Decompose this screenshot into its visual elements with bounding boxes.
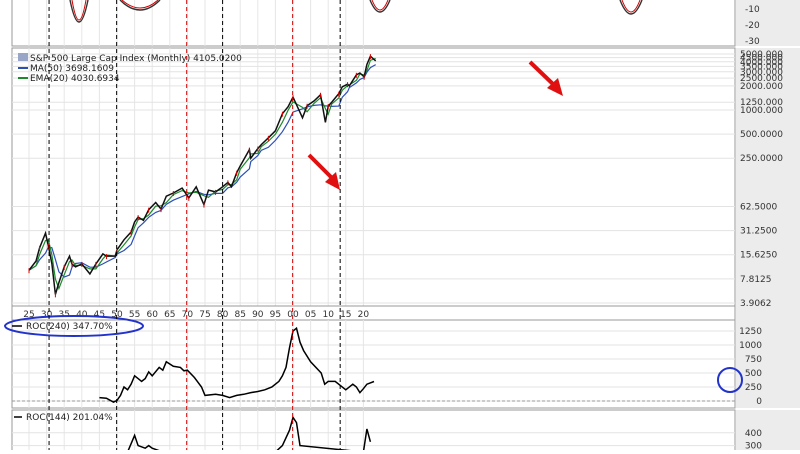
roc240-ytick-label: 1250 bbox=[739, 327, 762, 337]
x-tick-label: 90 bbox=[252, 310, 264, 320]
roc240-series bbox=[99, 326, 375, 403]
roc240-current-circle bbox=[717, 367, 743, 393]
roc144-ytick-label: 400 bbox=[745, 429, 762, 439]
roc240-ytick-label: 0 bbox=[756, 397, 762, 407]
price-ytick-label: 5000.000 bbox=[740, 50, 783, 60]
price-yticks: 3.9062 7.8125 15.6250 31.2500 62.5000 250.000… bbox=[740, 50, 783, 309]
top-oscillator-panel: -10 -20 -30 bbox=[11, 0, 800, 47]
x-tick-label: 35 bbox=[58, 310, 69, 320]
price-panel: 3.9062 7.8125 15.6250 31.2500 62.5000 250.000… bbox=[11, 47, 800, 309]
price-line bbox=[28, 54, 377, 295]
price-ytick-label: 4000.000 bbox=[740, 58, 783, 68]
x-tick-label: 20 bbox=[358, 310, 370, 320]
roc240-ytick-label: 500 bbox=[745, 369, 762, 379]
price-ytick-label: 4500.000 bbox=[740, 54, 783, 64]
x-tick-label: 95 bbox=[270, 310, 281, 320]
price-axis-gutter bbox=[736, 48, 800, 306]
price-ytick-label: 3.9062 bbox=[740, 299, 772, 309]
roc240-axis-gutter bbox=[736, 320, 800, 408]
top-panel-axis bbox=[736, 0, 800, 46]
roc240-yticks: 1250 1000 750 500 250 0 bbox=[739, 327, 762, 407]
price-ytick-label: 3500.000 bbox=[740, 62, 783, 72]
legend-ema: EMA(20) 4030.6934 bbox=[30, 74, 120, 84]
x-tick-label: 65 bbox=[164, 310, 175, 320]
roc240-ytick-label: 750 bbox=[745, 355, 762, 365]
vertical-markers bbox=[48, 0, 341, 450]
top-ytick-label: -10 bbox=[745, 5, 760, 15]
x-axis-gutter bbox=[736, 306, 800, 320]
roc240-panel: 1250 1000 750 500 250 0 ROC(240) 347.70% bbox=[4, 315, 800, 409]
price-ytick-label: 31.2500 bbox=[740, 227, 777, 237]
roc240-ytick-label: 1000 bbox=[739, 341, 762, 351]
roc240-ytick-label: 250 bbox=[745, 383, 762, 393]
top-ytick-label: -30 bbox=[745, 37, 760, 47]
x-tick-label: 15 bbox=[340, 310, 351, 320]
x-tick-label: 85 bbox=[234, 310, 245, 320]
roc144-axis-gutter bbox=[736, 410, 800, 454]
price-ytick-label: 500.0000 bbox=[740, 130, 783, 140]
legend-title: S&P 500 Large Cap Index (Monthly) 4105.0… bbox=[30, 54, 242, 64]
x-tick-label: 70 bbox=[182, 310, 194, 320]
top-ytick-label: -20 bbox=[745, 21, 760, 31]
price-ytick-label: 2500.000 bbox=[740, 74, 783, 84]
x-tick-label: 40 bbox=[76, 310, 88, 320]
price-panel-frame bbox=[11, 47, 736, 307]
price-ytick-label: 1000.000 bbox=[740, 106, 783, 116]
price-ytick-label: 7.8125 bbox=[740, 275, 772, 285]
price-ytick-label: 15.6250 bbox=[740, 251, 777, 261]
oscillator-line bbox=[369, 0, 391, 13]
oscillator-signal-line bbox=[71, 0, 87, 21]
x-tick-label: 55 bbox=[129, 310, 140, 320]
oscillator-line bbox=[69, 0, 89, 23]
x-tick-label: 30 bbox=[41, 310, 53, 320]
x-tick-label: 45 bbox=[94, 310, 105, 320]
price-ytick-label: 62.5000 bbox=[740, 202, 777, 212]
roc144-ytick-label: 300 bbox=[745, 442, 762, 450]
x-tick-label: 10 bbox=[322, 310, 334, 320]
price-ytick-label: 250.0000 bbox=[740, 154, 783, 164]
oscillator-signal-line bbox=[621, 0, 641, 13]
legend-ma: MA(50) 3698.1609 bbox=[30, 64, 114, 74]
price-series bbox=[28, 54, 377, 298]
oscillator-signal-line bbox=[371, 0, 389, 11]
annotation-arrows bbox=[307, 60, 563, 190]
roc240-label-circle bbox=[4, 315, 144, 337]
oscillator-line bbox=[619, 0, 643, 15]
x-tick-label: 60 bbox=[146, 310, 158, 320]
x-axis: 2530354045505560657075808590950005101520 bbox=[11, 305, 800, 321]
price-legend: S&P 500 Large Cap Index (Monthly) 4105.0… bbox=[18, 53, 242, 84]
legend-swatch-price bbox=[18, 53, 28, 61]
arrow-1969-icon bbox=[307, 153, 340, 190]
oscillator-line bbox=[119, 0, 161, 11]
top-panel-yticks: -10 -20 -30 bbox=[745, 5, 760, 47]
roc240-title: ROC(240) 347.70% bbox=[26, 322, 113, 332]
oscillator-signal-line bbox=[121, 0, 159, 9]
roc144-title: ROC(144) 201.04% bbox=[26, 413, 113, 423]
x-tick-label: 75 bbox=[199, 310, 210, 320]
x-tick-label: 25 bbox=[23, 310, 34, 320]
roc240-line bbox=[99, 326, 375, 403]
top-oscillator-lines bbox=[69, 0, 643, 23]
arrow-2000-icon bbox=[528, 60, 563, 96]
price-ytick-label: 2000.000 bbox=[740, 82, 783, 92]
price-ytick-label: 3000.000 bbox=[740, 68, 783, 78]
price-ytick-label: 1250.000 bbox=[740, 98, 783, 108]
x-tick-label: 05 bbox=[305, 310, 316, 320]
roc144-frame bbox=[11, 409, 736, 454]
roc240-frame bbox=[11, 319, 736, 409]
